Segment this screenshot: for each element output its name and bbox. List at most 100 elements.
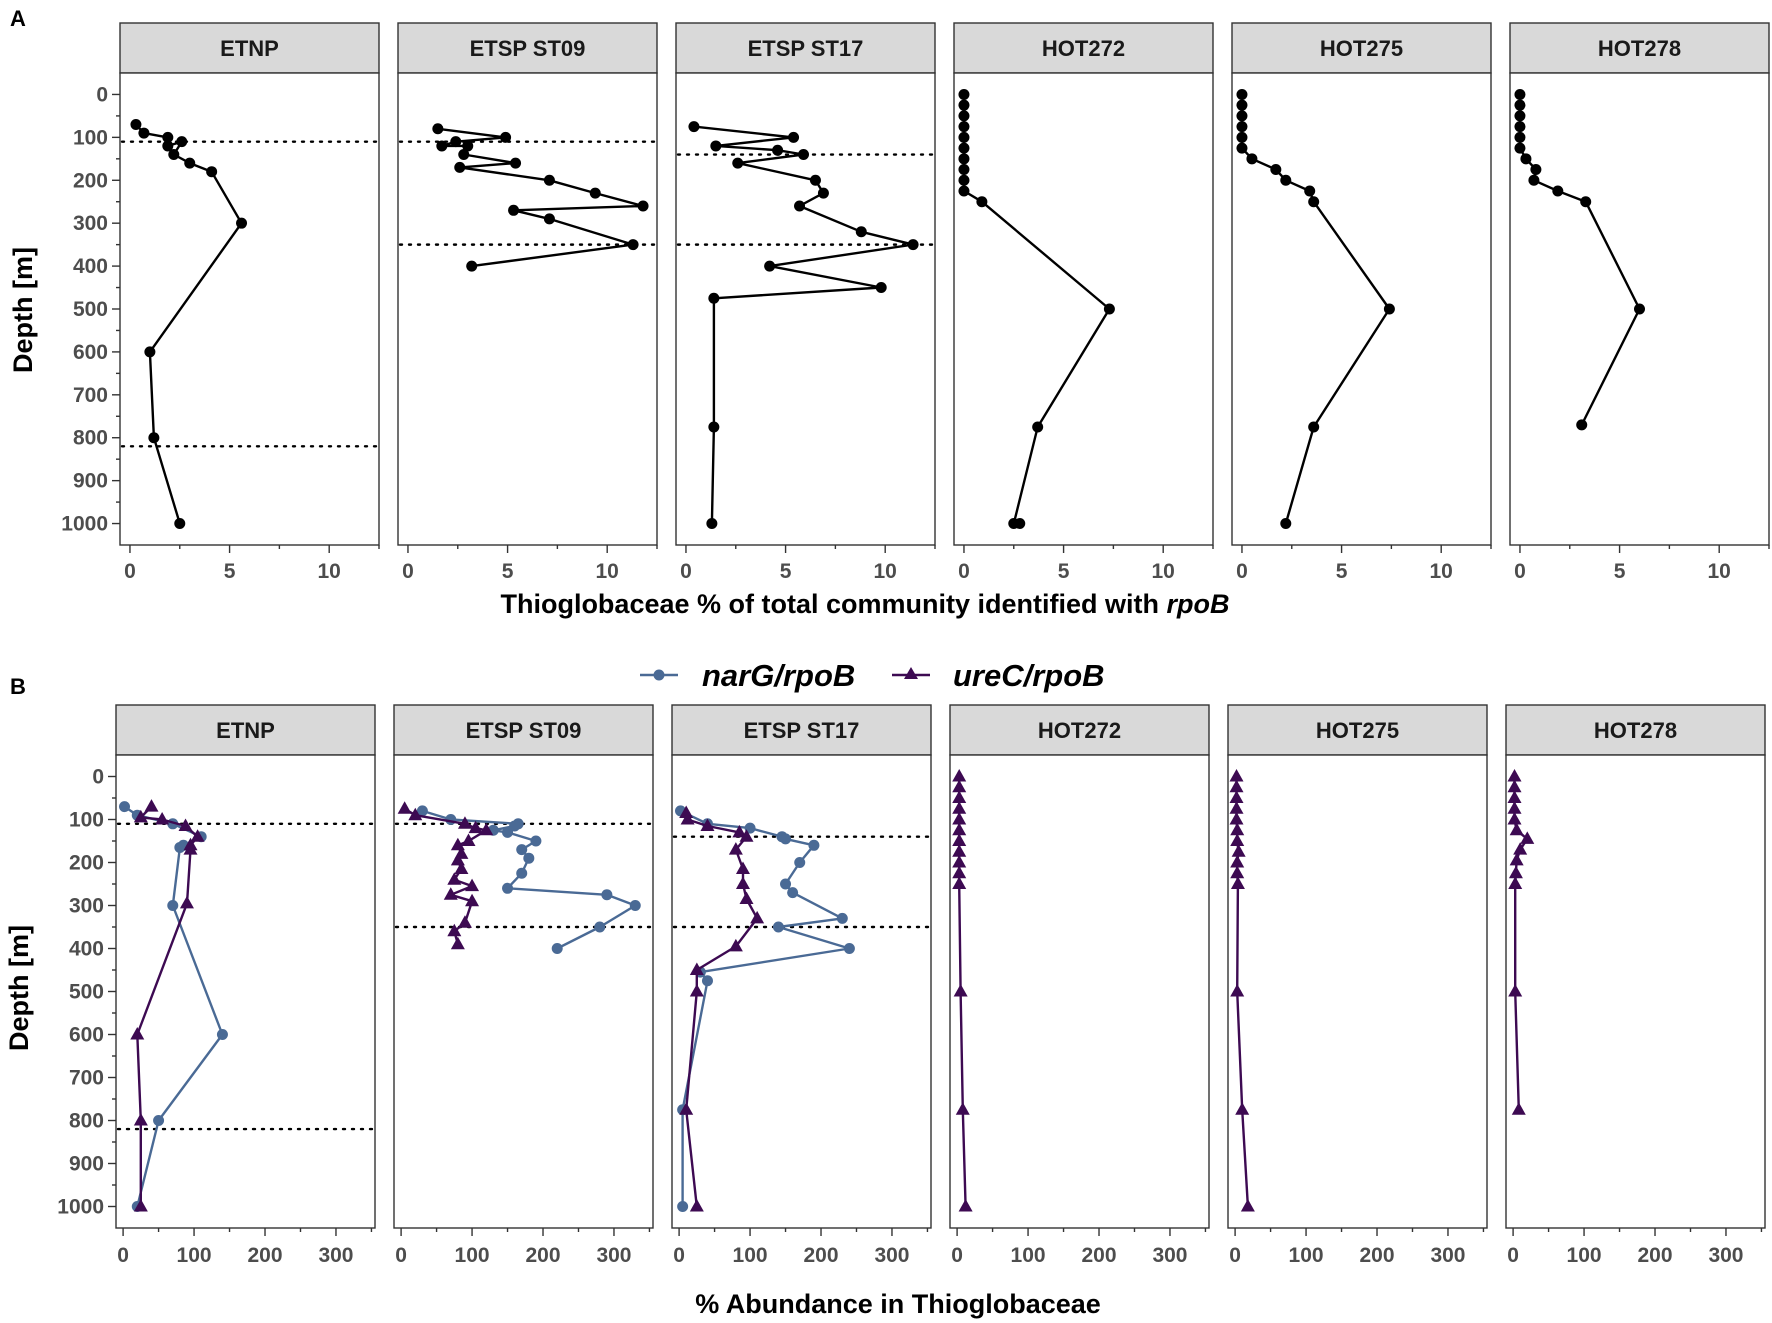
- panel-b-etsp-st09-narg-rpob-point: [530, 835, 542, 847]
- panel-a-hot278-thioglobaceae-point: [1530, 164, 1542, 176]
- panel-b-etsp-st09-urec-rpob-point: [447, 923, 462, 937]
- panel-a-hot275-thioglobaceae-point: [1236, 88, 1248, 100]
- panel-b-etnp-urec-rpob-point: [183, 842, 198, 855]
- panel-b-etsp-st09-series-urec-rpob: [397, 801, 494, 950]
- panel-b-etsp-st09-narg-rpob-point: [629, 900, 641, 911]
- panel-b-y-tick-label: 300: [69, 895, 104, 918]
- panel-a-hot272-thioglobaceae-point: [958, 131, 970, 143]
- panel-a-strip-label-hot272: HOT272: [1042, 36, 1125, 61]
- panel-a-strip-label-hot275: HOT275: [1320, 36, 1403, 61]
- panel-b-etsp-st09-narg-rpob-point: [551, 943, 563, 954]
- panel-a-hot272-thioglobaceae-point: [1014, 518, 1026, 530]
- panel-a-plot-area-hot275: [1231, 72, 1492, 546]
- panel-b-etnp-narg-rpob-point: [216, 1029, 228, 1040]
- panel-b-chart: ETNP 0 100 200 300 0 100 200 300 400 500 600 700 800 9…: [57, 704, 1766, 1267]
- panel-b-hot275-urec-rpob-point: [1230, 833, 1245, 846]
- panel-a-hot272-thioglobaceae-point: [1032, 421, 1044, 433]
- panel-b-hot278-x-tick-label: 0: [1507, 1244, 1519, 1267]
- panel-b-etnp-x-tick-label: 300: [318, 1244, 353, 1267]
- panel-a-etsp-st09-thioglobaceae-point: [432, 123, 444, 135]
- panel-b-etsp-st17-narg-rpob-point: [787, 887, 799, 899]
- panel-a-hot272-x-tick-label: 10: [1152, 560, 1175, 583]
- panel-a-etnp-thioglobaceae-point: [138, 127, 150, 139]
- panel-b-hot275-urec-rpob-point: [1229, 769, 1244, 782]
- panel-b-hot278-urec-rpob-point: [1508, 984, 1523, 997]
- panel-a-etsp-st09-thioglobaceae-point: [510, 157, 522, 169]
- panel-a-y-tick-label: 400: [73, 255, 108, 278]
- panel-a-etsp-st17-thioglobaceae-point: [809, 174, 821, 186]
- panel-b-etsp-st17-narg-rpob-line: [679, 809, 851, 1207]
- panel-b-hot278-urec-rpob-point: [1507, 769, 1522, 782]
- panel-a-facet-hot278: HOT278 0 5 10: [1509, 22, 1770, 583]
- panel-b-x-axis-title: % Abundance in Thioglobaceae: [695, 1289, 1101, 1319]
- panel-b-y-axis-title: Depth [m]: [4, 925, 34, 1051]
- panel-a-etsp-st17-thioglobaceae-point: [907, 239, 919, 251]
- panel-a-hot272-thioglobaceae-point: [958, 174, 970, 186]
- panel-b-etnp-urec-rpob-point: [133, 1113, 148, 1126]
- panel-a-facet-hot275: HOT275 0 5 10: [1231, 22, 1492, 583]
- panel-b-plot-area-etsp-st09: [393, 754, 654, 1229]
- panel-b-hot272-x-tick-label: 100: [1011, 1244, 1046, 1267]
- panel-a-hot272-x-tick-label: 0: [958, 560, 970, 583]
- panel-a-etsp-st17-thioglobaceae-line: [693, 125, 915, 524]
- panel-b-hot275-urec-rpob-point: [1240, 1199, 1255, 1212]
- panel-b-strip-label-etsp-st17: ETSP ST17: [744, 718, 860, 743]
- panel-a-etsp-st09-thioglobaceae-point: [543, 213, 555, 225]
- panel-a-hot272-thioglobaceae-point: [958, 110, 970, 122]
- panel-a-hot272-thioglobaceae-point: [958, 185, 970, 197]
- panel-b-etsp-st09-urec-rpob-point: [465, 878, 480, 892]
- panel-b-etsp-st17-x-tick-label: 0: [673, 1244, 685, 1267]
- legend-narg-marker: [653, 669, 665, 681]
- panel-a-hot275-x-tick-label: 5: [1336, 560, 1348, 583]
- panel-b-facet-hot278: HOT278 0 100 200 300: [1505, 704, 1766, 1267]
- panel-b-etsp-st17-urec-rpob-point: [679, 805, 694, 819]
- panel-b-etsp-st09-narg-rpob-point: [601, 889, 613, 901]
- panel-b-hot278-urec-rpob-point: [1508, 865, 1523, 879]
- panel-b-etsp-st09-narg-rpob-point: [594, 921, 606, 933]
- panel-b-etsp-st17-narg-rpob-point: [780, 878, 792, 890]
- panel-b-hot272-urec-rpob-point: [952, 876, 967, 889]
- panel-a-etsp-st17-thioglobaceae-point: [764, 260, 776, 272]
- panel-b-plot-area-etsp-st17: [671, 754, 932, 1229]
- panel-b-strip-hot272: [949, 704, 1210, 756]
- panel-b-facet-hot275: HOT275 0 100 200 300: [1227, 704, 1488, 1267]
- panel-a-y-tick-label: 900: [73, 470, 108, 493]
- panel-a-hot275-thioglobaceae-point: [1270, 164, 1282, 176]
- panel-a-etsp-st17-thioglobaceae-point: [855, 226, 867, 238]
- panel-b-etsp-st09-narg-rpob-point: [502, 826, 514, 838]
- panel-a-etnp-x-tick-label: 0: [124, 560, 136, 583]
- panel-b-etnp-urec-rpob-point: [133, 809, 148, 823]
- panel-b-etsp-st17-urec-rpob-point: [750, 910, 765, 924]
- panel-b-etsp-st09-urec-rpob-point: [408, 807, 423, 821]
- panel-b-hot272-x-tick-label: 0: [951, 1244, 963, 1267]
- panel-a-etsp-st09-thioglobaceae-point: [627, 239, 639, 251]
- panel-a-facet-etsp-st09: ETSP ST09 0 5 10: [397, 22, 658, 583]
- panel-b-hot272-urec-rpob-point: [952, 801, 967, 814]
- panel-a-etnp-thioglobaceae-point: [148, 432, 160, 444]
- panel-b-y-tick-label: 600: [69, 1024, 104, 1047]
- panel-b-etsp-st17-narg-rpob-point: [843, 943, 855, 954]
- panel-b-etsp-st17-narg-rpob-point: [836, 912, 848, 924]
- panel-b-hot278-urec-rpob-point: [1508, 876, 1523, 889]
- panel-a-hot278-x-tick-label: 10: [1708, 560, 1731, 583]
- panel-b-plot-area-hot272: [949, 754, 1210, 1229]
- panel-b-strip-label-etnp: ETNP: [216, 718, 275, 743]
- panel-b-etsp-st17-narg-rpob-point: [772, 921, 784, 933]
- panel-a-hot278-thioglobaceae-point: [1576, 419, 1588, 431]
- panel-b-etsp-st09-x-tick-label: 0: [395, 1244, 407, 1267]
- panel-b-hot275-urec-rpob-point: [1229, 779, 1244, 793]
- panel-a-hot278-thioglobaceae-point: [1520, 153, 1532, 165]
- panel-a-hot275-thioglobaceae-point: [1280, 174, 1292, 186]
- panel-a-strip-hot278: [1509, 22, 1770, 74]
- panel-b-etsp-st17-urec-rpob-point: [739, 891, 754, 905]
- panel-a-etsp-st09-series-thioglobaceae: [432, 123, 649, 272]
- panel-b-hot272-x-tick-label: 300: [1152, 1244, 1187, 1267]
- panel-a-etsp-st09-thioglobaceae-point: [458, 149, 470, 161]
- panel-a-hot275-thioglobaceae-point: [1236, 99, 1248, 111]
- panel-a-strip-etnp: [119, 22, 380, 74]
- panel-a-hot275-x-tick-label: 10: [1430, 560, 1453, 583]
- panel-a-etnp-thioglobaceae-point: [130, 118, 142, 130]
- panel-a-hot278-thioglobaceae-point: [1528, 174, 1540, 186]
